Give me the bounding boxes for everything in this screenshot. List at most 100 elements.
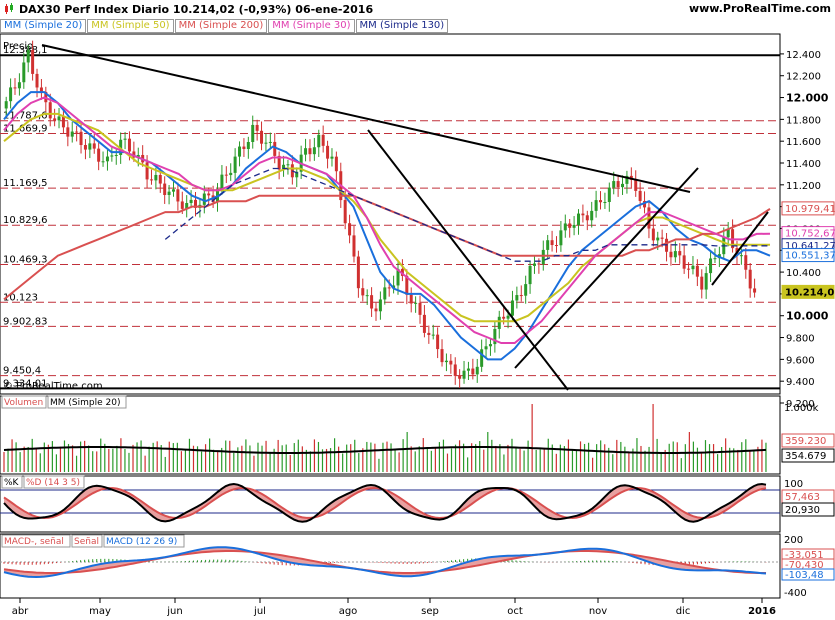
level-label: 11.169,5 <box>3 178 48 189</box>
candle-body <box>440 349 444 363</box>
value-tag-label: 10.752,67 <box>785 229 835 240</box>
candle-body <box>233 156 237 173</box>
candle-body <box>607 187 611 202</box>
candle-body <box>211 195 215 203</box>
stoch-fill <box>4 484 766 522</box>
legend-mm20[interactable]: MM (Simple 20) <box>0 19 87 33</box>
candle-body <box>462 370 466 379</box>
candle-body <box>145 162 149 180</box>
stoch-tag <box>781 502 835 517</box>
candle-body <box>537 263 541 265</box>
candle-body <box>532 263 536 266</box>
stoch-d-line <box>3 486 767 520</box>
candle-body <box>541 249 545 265</box>
candle-body <box>9 87 13 102</box>
candle-body <box>83 145 87 150</box>
candle-body <box>370 295 374 309</box>
candle-body <box>515 295 519 301</box>
candle-body <box>475 366 479 375</box>
legend-mm200[interactable]: MM (Simple 200) <box>174 19 268 33</box>
candle-body <box>260 130 264 144</box>
candle-body <box>691 265 695 270</box>
candle-body <box>731 229 735 249</box>
candle-body <box>484 346 488 350</box>
copyright-text: © ProRealTime.com <box>3 381 103 392</box>
candle-body <box>625 175 629 184</box>
value-tag <box>781 238 835 253</box>
site-link[interactable]: www.ProRealTime.com <box>688 2 831 15</box>
candle-body <box>744 255 748 270</box>
candle-body <box>519 295 523 297</box>
candle-body <box>149 179 153 181</box>
candle-body <box>585 215 589 221</box>
candle-body <box>290 164 294 178</box>
candle-body <box>559 230 563 246</box>
value-tag <box>781 248 835 263</box>
stoch-tag <box>781 489 835 504</box>
legend-mm30[interactable]: MM (Simple 30) <box>268 19 355 33</box>
y-tick-label: 12.000 <box>786 92 829 105</box>
stoch-legend: %K %D (14 3 5) <box>1 475 85 489</box>
candle-body <box>57 116 61 121</box>
x-tick-label: jun <box>166 606 182 617</box>
candle-body <box>198 204 202 208</box>
candle-body <box>31 49 35 74</box>
candle-body <box>590 210 594 221</box>
candle-body <box>709 258 713 274</box>
macd-tick-bottom: -400 <box>784 588 807 599</box>
candle-body <box>321 134 325 146</box>
level-label: 11.669,9 <box>3 124 48 135</box>
candle-body <box>603 201 607 203</box>
candle-body <box>704 273 708 290</box>
legend-mm130[interactable]: MM (Simple 130) <box>355 19 449 33</box>
y-tick-label: 11.000 <box>786 201 829 214</box>
candle-body <box>154 174 158 181</box>
candle-body <box>97 148 101 162</box>
macd-tag <box>781 568 835 581</box>
volume-tag <box>781 448 835 463</box>
value-tag <box>781 226 835 241</box>
candle-body <box>343 200 347 224</box>
candle-body <box>101 161 105 163</box>
candle-body <box>735 248 739 256</box>
candle-body <box>171 189 175 192</box>
x-tick-label: abr <box>12 606 29 617</box>
candle-body <box>550 240 554 246</box>
candle-body <box>141 154 145 163</box>
indicator-legend: MM (Simple 20) MM (Simple 50) MM (Simple… <box>0 19 449 33</box>
macd-fill <box>4 547 766 577</box>
header-bar: DAX30 Perf Index Diario 10.214,02 (-0,93… <box>0 0 835 18</box>
candle-body <box>577 213 580 225</box>
y-tick-label: 11.200 <box>786 181 821 192</box>
candle-body <box>471 368 475 375</box>
macd-histogram <box>3 558 767 566</box>
candle-body <box>700 276 704 290</box>
macd-line <box>3 546 767 579</box>
candle-body <box>339 171 343 201</box>
y-tick-label: 9.600 <box>786 355 815 366</box>
x-tick-label: 2016 <box>748 606 776 617</box>
candle-body <box>194 199 197 208</box>
legend-mm50[interactable]: MM (Simple 50) <box>87 19 174 33</box>
candle-body <box>678 251 682 256</box>
ma-line <box>164 167 770 262</box>
level-label: 10.829,6 <box>3 215 48 226</box>
candle-body <box>599 200 603 203</box>
candle-body <box>453 364 457 376</box>
candle-body <box>612 181 616 188</box>
candle-body <box>665 238 669 252</box>
candle-body <box>722 237 726 255</box>
svg-text:Volumen: Volumen <box>4 398 43 408</box>
candle-body <box>66 127 70 137</box>
candle-body <box>88 143 92 150</box>
candle-body <box>374 308 378 312</box>
candle-body <box>387 287 391 289</box>
value-tag <box>781 284 835 299</box>
candle-body <box>568 223 572 228</box>
candle-body <box>682 255 686 269</box>
stoch-tags: 57,463 20,930 <box>781 489 835 517</box>
y-tick-label: 11.400 <box>786 159 821 170</box>
candle-body <box>656 237 660 241</box>
